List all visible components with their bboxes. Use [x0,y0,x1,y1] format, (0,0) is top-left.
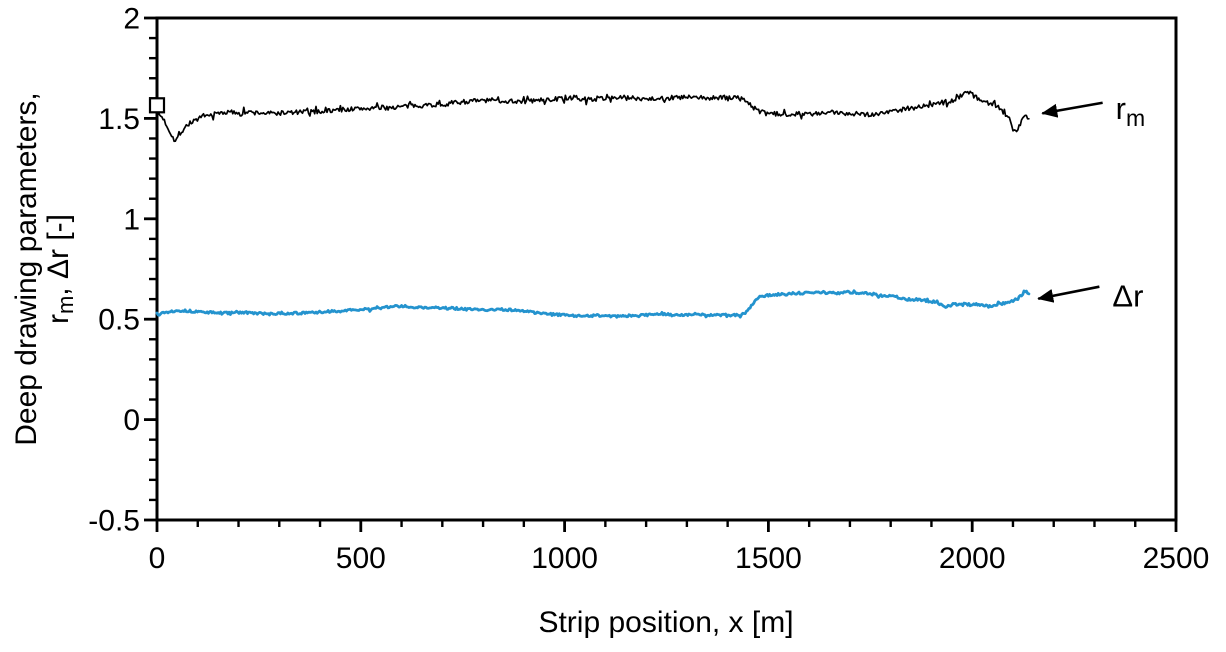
series-line-rm [156,90,1030,143]
y-tick-label: 2 [123,3,140,36]
y-axis-title-rm-subscript: m [53,296,78,314]
x-axis-ticks: 0 500 1000 1500 2000 2500 [149,520,1210,575]
y-tick-label: 1.5 [98,103,140,136]
series-group [155,90,1031,319]
y-axis-title-rest: , Δr [-] [42,214,75,296]
y-tick-label: -0.5 [88,505,140,538]
x-tick-label: 500 [336,542,386,575]
y-axis-ticks: -0.5 0 0.5 1 1.5 2 [88,3,157,538]
y-tick-label: 1 [123,203,140,236]
y-axis-title-line1: Deep drawing parameters, [10,92,43,446]
x-tick-label: 2000 [939,542,1006,575]
x-tick-label: 0 [149,542,166,575]
annotations-group: rm Δr [1037,91,1146,314]
x-axis-title: Strip position, x [m] [538,606,793,639]
series-line-dr [155,289,1031,319]
annotation-arrow-rm [1041,101,1103,118]
annotation-label-dr: Δr [1112,279,1143,314]
plot-frame [155,16,1178,522]
x-tick-label: 2500 [1143,542,1210,575]
annotation-label-rm: rm [1116,91,1146,131]
x-tick-label: 1000 [531,542,598,575]
x-tick-label: 1500 [735,542,802,575]
y-axis-title-rm-base: r [42,314,75,324]
y-tick-label: 0.5 [98,304,140,337]
y-tick-label: 0 [123,404,140,437]
series-start-square-marker [148,97,166,114]
annotation-arrow-dr [1037,285,1100,303]
y-axis-title-line2: rm, Δr [-] [42,214,78,324]
